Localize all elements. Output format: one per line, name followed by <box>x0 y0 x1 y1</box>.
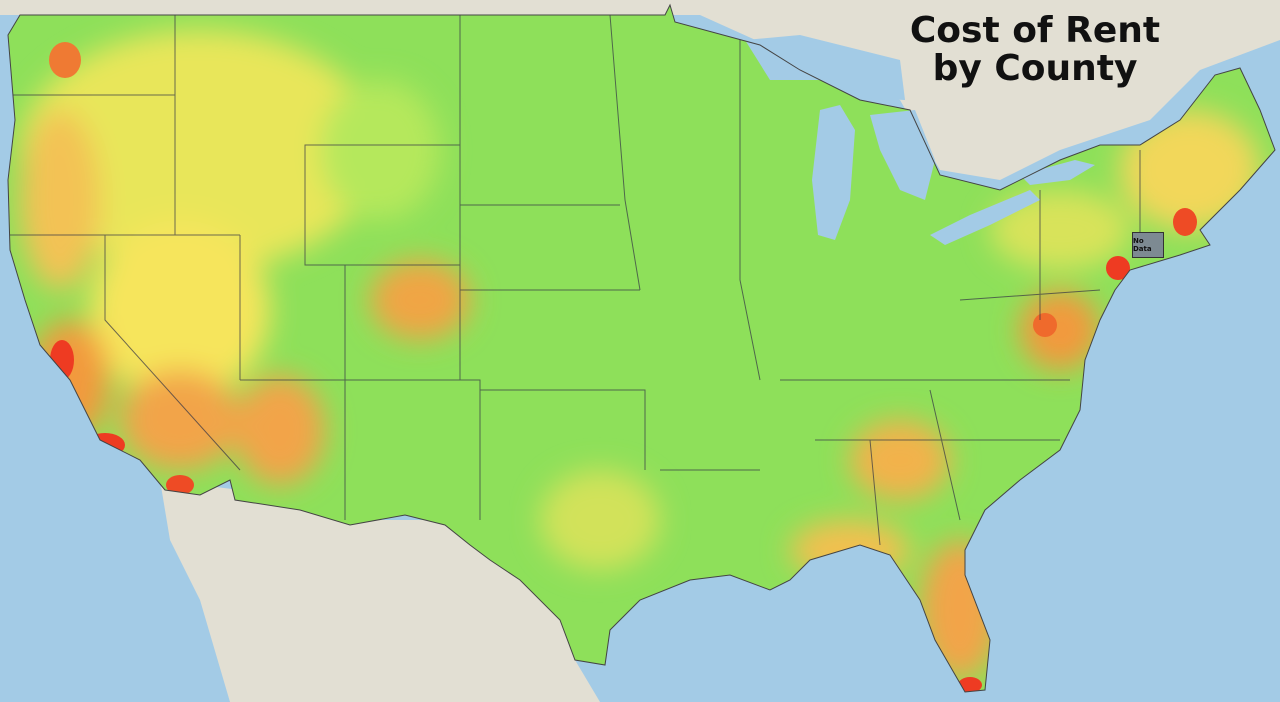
lake-superior <box>745 35 905 100</box>
rent-patches <box>20 30 1260 680</box>
state-borders <box>10 14 1141 546</box>
lake-michigan <box>812 105 855 240</box>
map-title: Cost of Rent by County <box>900 12 1170 88</box>
lake-erie <box>930 190 1040 245</box>
title-line: by County <box>932 48 1138 89</box>
lake-ontario <box>1020 160 1095 185</box>
mexico <box>160 480 600 702</box>
title-line: Cost of Rent <box>909 10 1161 51</box>
lake-huron <box>870 110 935 200</box>
no-data-label: No Data <box>1132 232 1164 258</box>
canada <box>0 0 1280 180</box>
